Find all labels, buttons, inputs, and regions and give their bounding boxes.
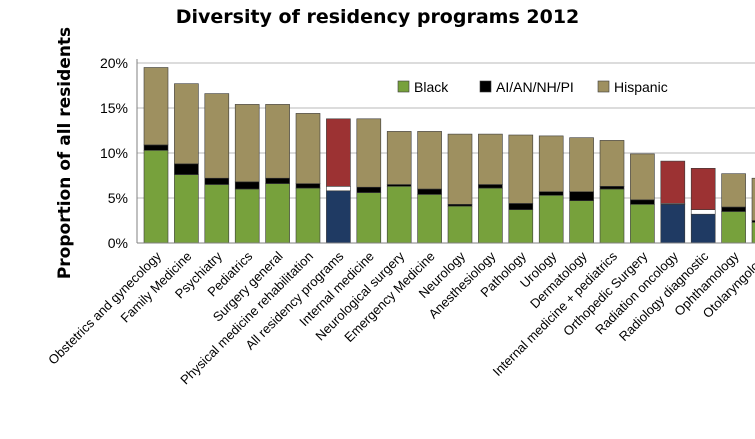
bar-segment-ai-an-nh-pi <box>295 183 321 189</box>
bar-segment-black <box>265 183 290 244</box>
legend-label: Hispanic <box>614 79 668 95</box>
bar-segment-ai-an-nh-pi <box>326 186 351 192</box>
bar-segment-ai-an-nh-pi <box>690 209 716 215</box>
legend-swatch <box>397 80 410 93</box>
bar-segment-hispanic <box>143 67 169 146</box>
bar-segment-black <box>174 174 199 244</box>
bar-segment-ai-an-nh-pi <box>538 191 564 196</box>
legend: Black AI/AN/NH/PI Hispanic <box>397 79 668 95</box>
bar-segment-hispanic <box>356 118 382 188</box>
bar-segment-ai-an-nh-pi <box>143 144 169 151</box>
bar-segment-ai-an-nh-pi <box>265 177 290 184</box>
bar-segment-black <box>386 186 412 244</box>
bar-segment-hispanic <box>417 131 442 190</box>
bar-segment-hispanic <box>295 113 321 184</box>
axis-layer <box>136 59 755 244</box>
bar-segment-black <box>447 205 473 244</box>
bar-segment-ai-an-nh-pi <box>417 188 442 195</box>
bar-segment-black <box>690 213 716 244</box>
y-tick-label: 5% <box>108 190 128 206</box>
legend-swatch <box>479 80 492 93</box>
bar-segment-black <box>204 184 230 244</box>
bar-segment-hispanic <box>660 160 686 204</box>
bar-segment-hispanic <box>690 168 716 211</box>
bar-segment-black <box>356 192 382 244</box>
bar-segment-ai-an-nh-pi <box>630 199 655 205</box>
bar-segment-black <box>630 204 655 244</box>
bar-segment-black <box>599 188 625 244</box>
y-tick-labels: 0% 5% 10% 15% 20% <box>100 55 128 251</box>
bar-segment-ai-an-nh-pi <box>751 220 755 223</box>
bar-segment-hispanic <box>204 93 230 179</box>
bar-segment-hispanic <box>538 135 564 192</box>
legend-label: Black <box>414 79 449 95</box>
bar-segment-black <box>417 194 442 244</box>
bar-segment-black <box>721 211 746 244</box>
bar-segment-hispanic <box>721 173 746 208</box>
y-axis-label: Proportion of all residents <box>55 27 75 279</box>
bar-segment-ai-an-nh-pi <box>204 177 230 185</box>
bar-segment-hispanic <box>569 137 594 192</box>
bar-segment-black <box>478 187 503 244</box>
bar-segment-hispanic <box>447 133 473 205</box>
bar-segment-hispanic <box>599 140 625 187</box>
chart-title: Diversity of residency programs 2012 <box>175 6 580 28</box>
bar-segment-ai-an-nh-pi <box>508 203 534 210</box>
bar-segment-ai-an-nh-pi <box>721 206 746 212</box>
bar-segment-ai-an-nh-pi <box>234 181 260 190</box>
bar-segment-black <box>569 200 594 244</box>
legend-label: AI/AN/NH/PI <box>496 79 574 95</box>
bar-segment-hispanic <box>386 131 412 185</box>
bar-segment-black <box>234 188 260 244</box>
bar-segment-black <box>751 222 755 244</box>
bar-segment-ai-an-nh-pi <box>478 184 503 189</box>
bar-segment-black <box>326 190 351 244</box>
bar-segment-hispanic <box>234 104 260 183</box>
legend-swatch <box>597 80 610 93</box>
bar-segment-ai-an-nh-pi <box>356 186 382 193</box>
bar-segment-ai-an-nh-pi <box>569 191 594 201</box>
bar-segment-hispanic <box>508 134 534 204</box>
y-tick-label: 15% <box>100 100 128 116</box>
y-tick-label: 0% <box>108 235 128 251</box>
bar-segment-black <box>538 195 564 244</box>
bar-segment-black <box>295 187 321 244</box>
bar-segment-black <box>508 209 534 244</box>
bar-segment-hispanic <box>265 104 290 179</box>
bar-segment-hispanic <box>326 118 351 187</box>
bar-segment-hispanic <box>174 83 199 165</box>
bar-segment-hispanic <box>630 153 655 201</box>
y-tick-label: 20% <box>100 55 128 71</box>
bar-segment-hispanic <box>478 133 503 185</box>
y-tick-label: 10% <box>100 145 128 161</box>
bar-segment-black <box>660 204 686 244</box>
bar-segment-hispanic <box>751 177 755 221</box>
bar-segment-ai-an-nh-pi <box>174 163 199 175</box>
bar-segment-black <box>143 150 169 244</box>
bar-segment-ai-an-nh-pi <box>599 186 625 190</box>
bars-layer <box>143 67 755 244</box>
